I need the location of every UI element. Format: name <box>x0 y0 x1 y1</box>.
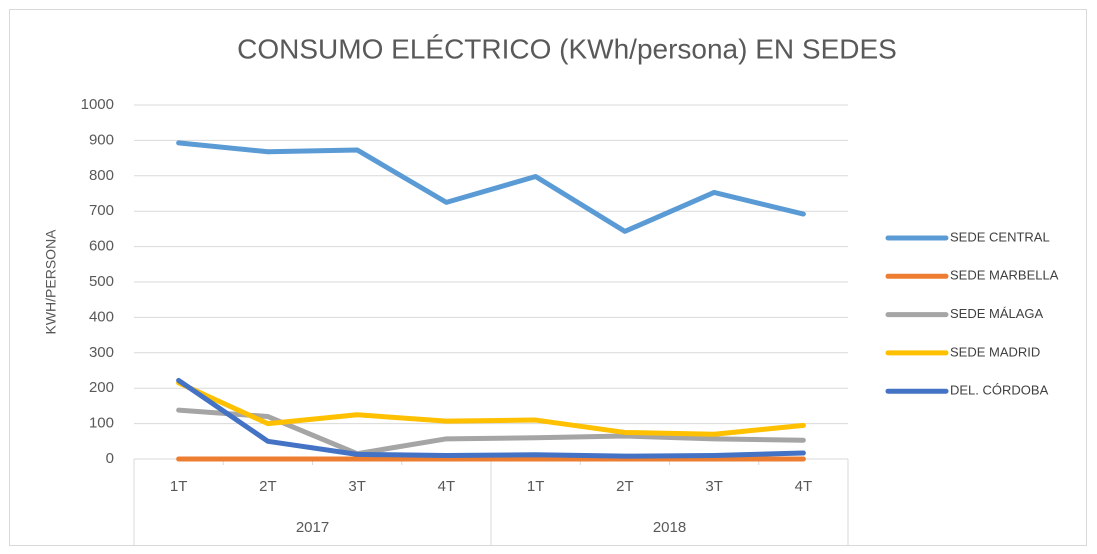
x-tick-label: 3T <box>705 478 723 495</box>
series-line <box>176 140 806 234</box>
x-tick-label: 4T <box>795 478 813 495</box>
series-line <box>176 377 806 459</box>
y-tick-label: 0 <box>106 450 114 467</box>
legend-label: SEDE CENTRAL <box>950 229 1050 244</box>
x-tick-label: 2T <box>616 478 634 495</box>
legend-label: SEDE MÁLAGA <box>950 306 1044 321</box>
y-tick-label: 600 <box>89 238 114 255</box>
x-tick-label: 3T <box>348 478 366 495</box>
y-tick-label: 800 <box>89 167 114 184</box>
x-tick-label: 4T <box>438 478 456 495</box>
x-tick-label: 2T <box>259 478 277 495</box>
legend-label: SEDE MADRID <box>950 344 1040 359</box>
y-tick-label: 700 <box>89 202 114 219</box>
y-tick-label: 100 <box>89 415 114 432</box>
x-group-label: 2017 <box>296 519 329 536</box>
x-tick-label: 1T <box>527 478 545 495</box>
chart-title: CONSUMO ELÉCTRICO (KWh/persona) EN SEDES <box>237 33 897 64</box>
y-tick-label: 900 <box>89 131 114 148</box>
legend-label: DEL. CÓRDOBA <box>950 383 1049 398</box>
legend-label: SEDE MARBELLA <box>950 268 1059 283</box>
y-tick-label: 200 <box>89 379 114 396</box>
y-tick-label: 300 <box>89 344 114 361</box>
x-group-label: 2018 <box>653 519 686 536</box>
y-axis-label: KWH/PERSONA <box>43 229 59 335</box>
series-line <box>176 380 806 437</box>
y-tick-label: 1000 <box>81 96 114 113</box>
x-tick-label: 1T <box>170 478 188 495</box>
y-tick-label: 400 <box>89 308 114 325</box>
y-tick-label: 500 <box>89 273 114 290</box>
